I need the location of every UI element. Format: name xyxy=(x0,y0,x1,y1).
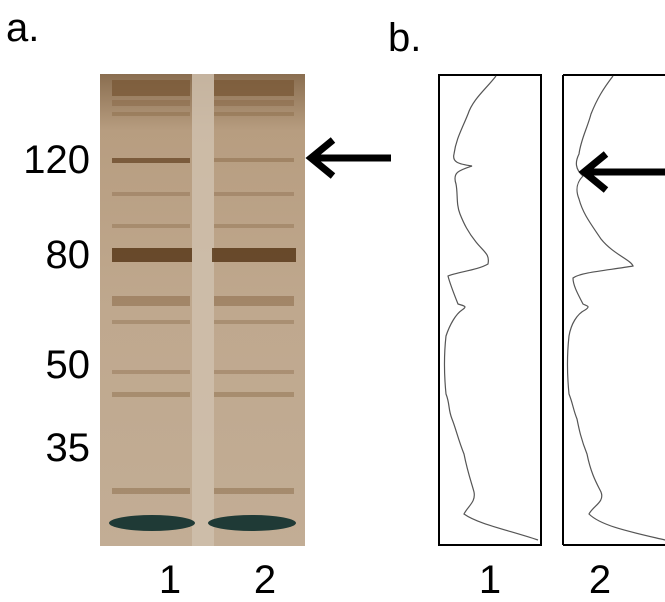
lane-1-label-panel-a: 1 xyxy=(158,558,182,602)
densitometry-trace-lane-2 xyxy=(561,74,665,546)
mw-marker-35: 35 xyxy=(45,426,91,470)
lane-1-label-panel-b: 1 xyxy=(478,558,502,602)
panel-a-label: a. xyxy=(6,6,40,50)
arrow-icon-panel-b xyxy=(578,150,665,194)
mw-marker-120: 120 xyxy=(23,138,90,182)
lane-2-label-panel-b: 2 xyxy=(588,558,612,602)
gel-image xyxy=(100,74,305,546)
mw-marker-80: 80 xyxy=(45,233,91,277)
lane-1-bands xyxy=(109,80,195,531)
densitometry-trace-lane-1 xyxy=(438,74,542,546)
lane-2-label-panel-a: 2 xyxy=(253,558,277,602)
arrow-icon-panel-a xyxy=(305,136,395,180)
panel-b-label: b. xyxy=(388,16,422,60)
mw-marker-50: 50 xyxy=(45,343,91,387)
lane-2-bands xyxy=(208,80,296,531)
